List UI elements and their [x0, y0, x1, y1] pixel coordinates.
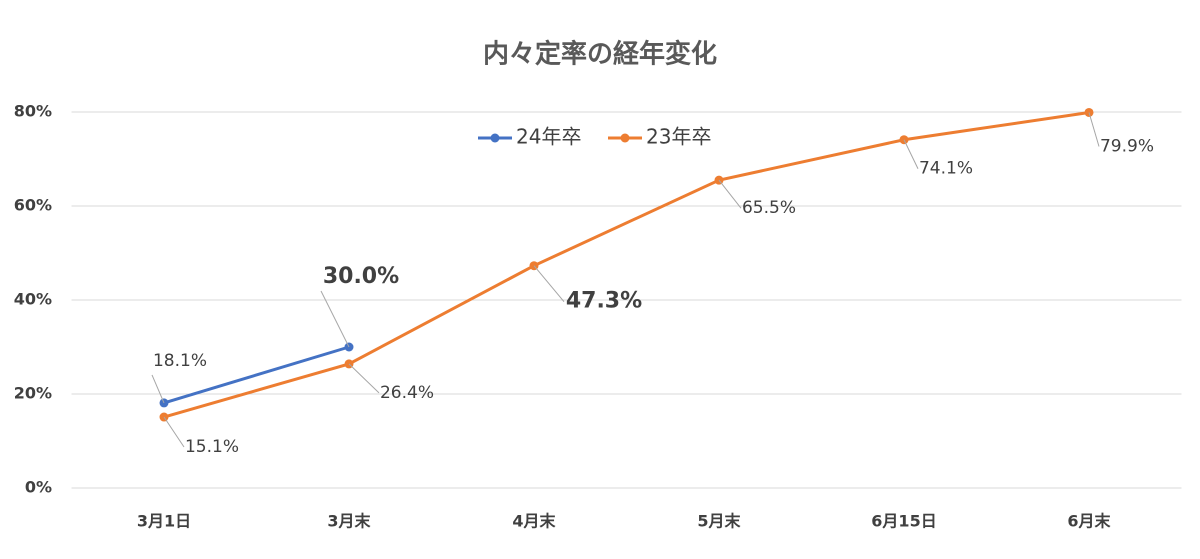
series-line [163, 345, 350, 405]
series-line [163, 110, 1090, 419]
y-tick-label: 0% [25, 478, 52, 497]
y-tick-label: 80% [14, 102, 52, 121]
data-label: 26.4% [380, 383, 434, 403]
x-tick-label: 4月末 [512, 512, 556, 531]
x-tick-label: 5月末 [697, 512, 741, 531]
y-tick-label: 40% [14, 290, 52, 309]
x-tick-label: 3月末 [327, 512, 371, 531]
data-label: 47.3% [566, 289, 642, 314]
x-tick-label: 6月末 [1067, 512, 1111, 531]
data-label: 74.1% [919, 159, 973, 179]
leader-line [718, 179, 742, 209]
leader-line [1088, 112, 1100, 147]
data-label: 18.1% [153, 351, 207, 371]
leader-line [320, 290, 350, 348]
legend-label: 23年卒 [646, 125, 711, 149]
legend-marker [490, 133, 500, 143]
legend-marker [620, 133, 630, 143]
x-tick-label: 6月15日 [871, 512, 936, 531]
y-tick-label: 60% [14, 196, 52, 215]
data-label: 30.0% [323, 264, 399, 289]
leader-line [163, 416, 185, 448]
chart-title: 内々定率の経年変化 [483, 39, 717, 70]
data-label: 79.9% [1100, 136, 1154, 156]
x-tick-label: 3月1日 [137, 512, 191, 531]
data-label: 15.1% [185, 437, 239, 457]
leader-line [533, 265, 565, 303]
leader-line [348, 363, 380, 394]
y-tick-label: 20% [14, 384, 52, 403]
leader-line [151, 374, 165, 404]
data-label: 65.5% [742, 198, 796, 218]
legend-label: 24年卒 [516, 125, 581, 149]
leader-line [903, 139, 919, 169]
